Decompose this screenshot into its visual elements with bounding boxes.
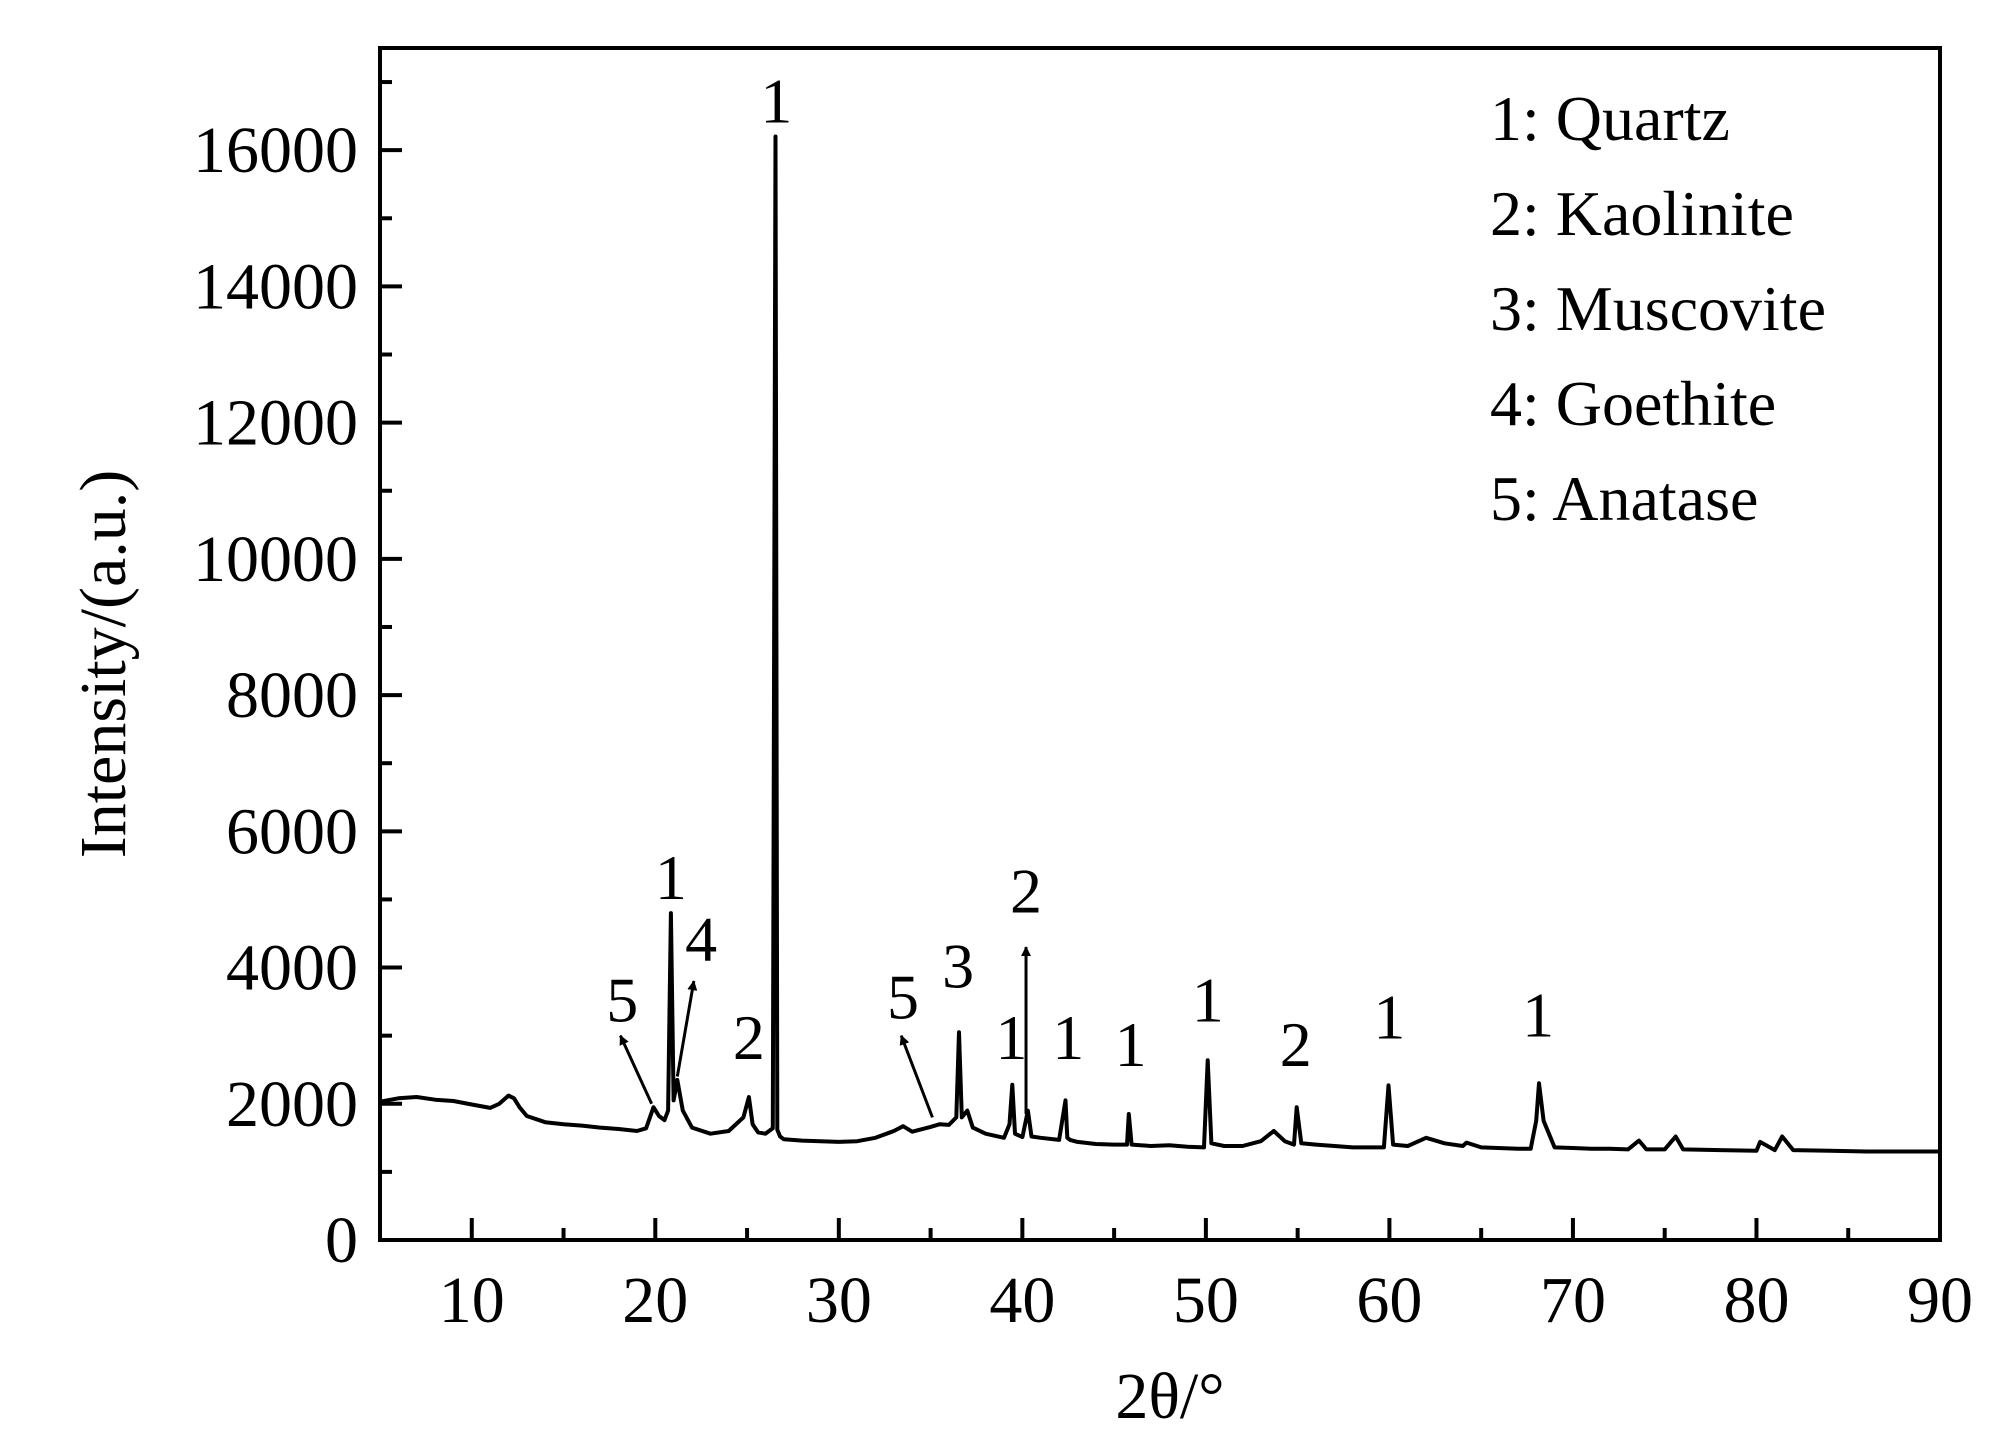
- peak-label: 2: [1280, 1009, 1312, 1080]
- peak-label: 1: [760, 66, 792, 137]
- x-tick-label: 60: [1356, 1264, 1422, 1337]
- xrd-pattern-line: [379, 134, 1940, 1154]
- x-tick-label: 20: [622, 1264, 688, 1337]
- y-axis-title: Intensity/(a.u.): [67, 470, 140, 859]
- peak-arrow: [675, 980, 698, 1077]
- plot-frame: [378, 46, 1942, 1242]
- peak-label: 1: [655, 842, 687, 913]
- peak-label: 1: [995, 1002, 1027, 1073]
- peak-label: 1: [1192, 965, 1224, 1036]
- x-tick-label: 70: [1540, 1264, 1606, 1337]
- y-tick-label: 4000: [226, 932, 358, 1005]
- legend-entry: 5: Anatase: [1490, 463, 1758, 534]
- peak-label: 5: [606, 965, 638, 1036]
- peak-arrow: [619, 1034, 653, 1105]
- peak-label: 2: [733, 1002, 765, 1073]
- x-tick-label: 30: [806, 1264, 872, 1337]
- peak-label: 1: [1373, 982, 1405, 1053]
- y-tick-label: 2000: [226, 1068, 358, 1141]
- x-tick-label: 80: [1723, 1264, 1789, 1337]
- x-tick-label: 40: [989, 1264, 1055, 1337]
- peak-label: 2: [1010, 856, 1042, 927]
- y-tick-label: 16000: [193, 114, 358, 187]
- peak-label: 1: [1052, 1002, 1084, 1073]
- peak-label: 1: [1115, 1009, 1147, 1080]
- y-tick-label: 6000: [226, 795, 358, 868]
- peak-label: 5: [887, 961, 919, 1032]
- y-tick-label: 12000: [193, 387, 358, 460]
- y-tick-label: 0: [325, 1204, 358, 1277]
- y-tick-label: 8000: [226, 659, 358, 732]
- x-tick-label: 10: [439, 1264, 505, 1337]
- y-tick-label: 14000: [193, 250, 358, 323]
- legend-entry: 4: Goethite: [1490, 368, 1776, 439]
- x-tick-label: 90: [1907, 1264, 1973, 1337]
- legend-entry: 1: Quartz: [1490, 83, 1730, 154]
- x-tick-label: 50: [1173, 1264, 1239, 1337]
- y-tick-label: 10000: [193, 523, 358, 596]
- x-axis-title: 2θ/°: [1115, 1360, 1224, 1433]
- legend-entry: 3: Muscovite: [1490, 273, 1826, 344]
- peak-label: 3: [942, 931, 974, 1002]
- peak-label: 1: [1522, 980, 1554, 1051]
- legend-entry: 2: Kaolinite: [1490, 178, 1794, 249]
- peak-arrow: [899, 1034, 934, 1118]
- peak-label: 4: [685, 903, 717, 974]
